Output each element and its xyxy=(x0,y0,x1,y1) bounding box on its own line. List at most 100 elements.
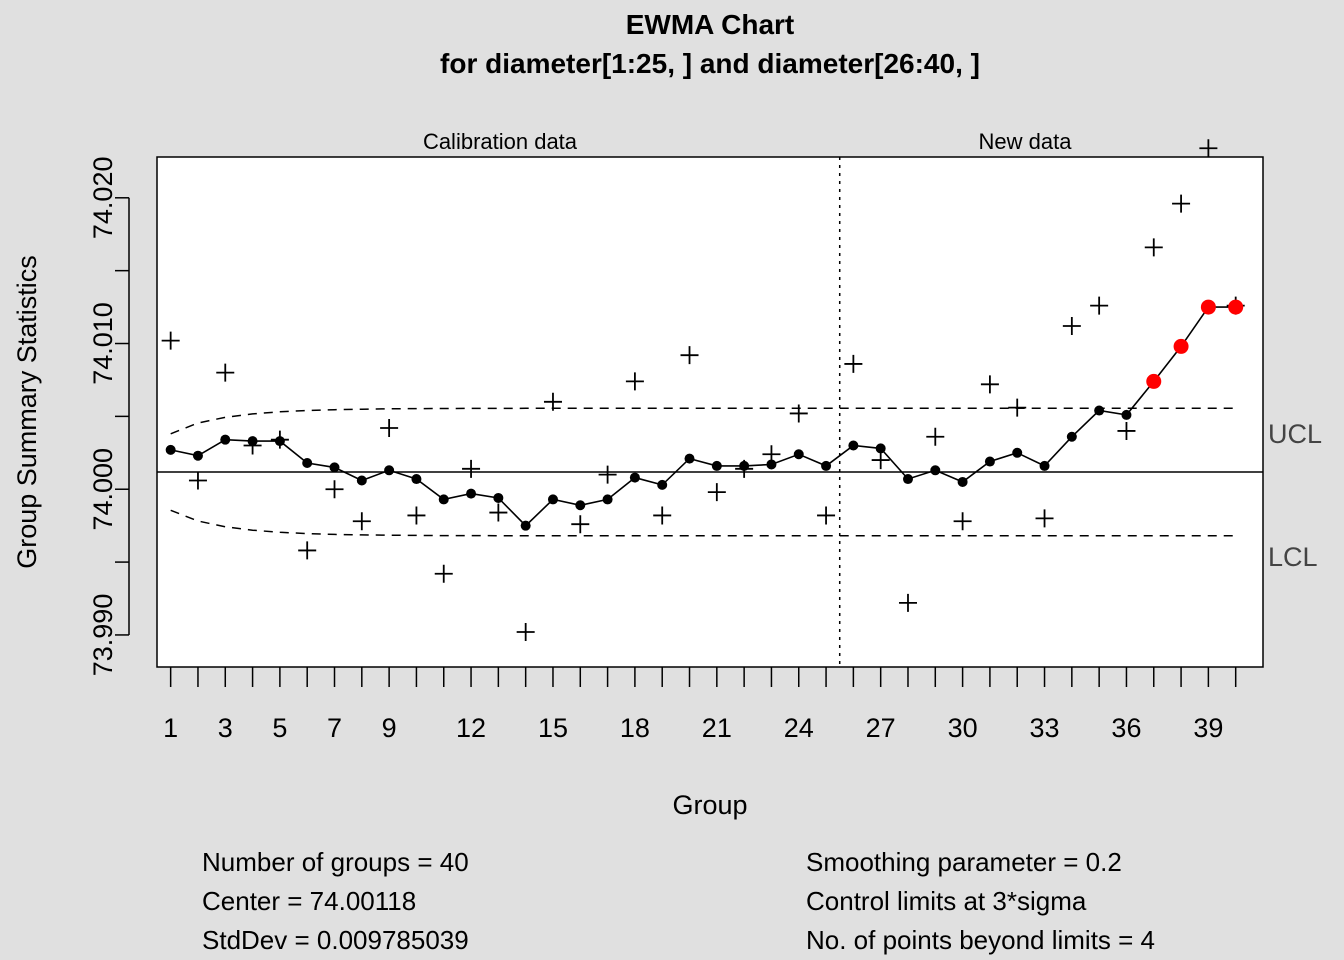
y-tick-label: 74.000 xyxy=(88,448,118,531)
group-stat-point xyxy=(325,480,344,499)
ewma-point xyxy=(274,436,285,447)
ewma-point xyxy=(766,459,777,470)
group-stat-point xyxy=(653,506,672,525)
ewma-line xyxy=(170,306,1236,527)
ewma-point xyxy=(384,465,395,476)
ewma-point xyxy=(1121,409,1132,420)
x-tick-label: 36 xyxy=(1111,713,1141,743)
group-stat-point xyxy=(789,404,808,423)
x-tick-label: 5 xyxy=(272,713,287,743)
ewma-point xyxy=(1066,431,1077,442)
group-stat-point xyxy=(817,506,836,525)
new-data-label: New data xyxy=(979,129,1073,154)
ewma-point xyxy=(575,500,586,511)
ewma-point xyxy=(711,460,722,471)
lcl-label: LCL xyxy=(1268,542,1318,572)
x-tick-label: 24 xyxy=(784,713,814,743)
ucl-label: UCL xyxy=(1268,419,1322,449)
group-stat-point xyxy=(898,593,917,612)
ewma-point xyxy=(602,494,613,505)
ewma-point xyxy=(1039,460,1050,471)
x-axis: 1 3 5 7 9 12 15 18 21 24 27 30 33 36 39 xyxy=(163,667,1237,743)
ewma-violation-point xyxy=(1173,338,1189,354)
ewma-point xyxy=(875,443,886,454)
ewma-point xyxy=(192,450,203,461)
y-tick-label: 74.010 xyxy=(88,302,118,385)
stats-groups: Number of groups = 40 xyxy=(202,847,469,877)
x-axis-title: Group xyxy=(672,790,747,820)
ewma-point xyxy=(356,475,367,486)
group-stat-point xyxy=(298,541,317,560)
group-stat-point xyxy=(543,392,562,411)
group-stat-point xyxy=(680,346,699,365)
group-stat-point xyxy=(462,459,481,478)
group-stat-point xyxy=(1035,509,1054,528)
y-tick-label: 74.020 xyxy=(88,157,118,240)
group-stat-point xyxy=(407,506,426,525)
group-stat-point xyxy=(598,465,617,484)
ewma-point xyxy=(1012,447,1023,458)
ewma-point xyxy=(520,520,531,531)
x-tick-label: 27 xyxy=(866,713,896,743)
x-tick-label: 7 xyxy=(327,713,342,743)
group-stat-point xyxy=(516,623,535,642)
stats-stddev: StdDev = 0.009785039 xyxy=(202,925,469,955)
ewma-point xyxy=(302,458,313,468)
ewma-point xyxy=(165,444,176,455)
group-stat-point xyxy=(1117,421,1136,440)
ucl-line xyxy=(170,407,1236,435)
x-tick-label: 30 xyxy=(948,713,978,743)
ewma-point xyxy=(657,479,668,490)
group-stat-point xyxy=(1144,238,1163,257)
x-tick-label: 9 xyxy=(382,713,397,743)
group-stat-point xyxy=(571,515,590,534)
ewma-point xyxy=(984,456,995,467)
plot-area xyxy=(156,156,1264,668)
ewma-point xyxy=(1094,405,1105,416)
group-stat-point xyxy=(926,427,945,446)
x-tick-label: 12 xyxy=(456,713,486,743)
lcl-line xyxy=(170,509,1236,537)
group-stat-point xyxy=(625,372,644,391)
ewma-violation-point xyxy=(1228,299,1244,315)
data-points xyxy=(161,139,1245,642)
ewma-point xyxy=(957,476,968,487)
y-axis: 73.990 74.000 74.010 74.020 xyxy=(88,157,130,677)
x-tick-label: 21 xyxy=(702,713,732,743)
group-stat-point xyxy=(380,419,399,438)
group-stat-point xyxy=(707,483,726,502)
group-stat-point xyxy=(953,512,972,531)
ewma-point xyxy=(848,440,859,451)
group-stat-point xyxy=(1062,317,1081,336)
ewma-point xyxy=(247,436,258,447)
ewma-violation-point xyxy=(1146,373,1162,389)
ewma-point xyxy=(821,460,832,471)
group-stat-point xyxy=(1199,139,1218,158)
ewma-point xyxy=(930,465,941,476)
group-stat-point xyxy=(1090,296,1109,315)
control-limits xyxy=(157,157,1263,667)
group-stat-point xyxy=(980,375,999,394)
x-tick-label: 15 xyxy=(538,713,568,743)
group-stat-point xyxy=(161,331,180,350)
chart-subtitle: for diameter[1:25, ] and diameter[26:40,… xyxy=(440,48,980,79)
group-stat-point xyxy=(216,363,235,382)
y-tick-label: 73.990 xyxy=(88,594,118,677)
group-stat-point xyxy=(352,512,371,531)
group-stat-point xyxy=(489,503,508,522)
ewma-point xyxy=(220,434,231,445)
group-stat-point xyxy=(1008,398,1027,417)
stats-center: Center = 74.00118 xyxy=(202,886,416,916)
x-tick-label: 33 xyxy=(1030,713,1060,743)
group-stat-point xyxy=(871,451,890,470)
ewma-point xyxy=(739,460,750,471)
group-stat-point xyxy=(188,471,207,490)
ewma-point xyxy=(466,488,477,499)
ewma-violation-point xyxy=(1200,299,1216,315)
ewma-point xyxy=(684,453,695,464)
chart-title: EWMA Chart xyxy=(626,9,795,40)
ewma-point xyxy=(329,462,340,473)
ewma-point xyxy=(438,494,449,505)
ewma-point xyxy=(411,474,422,485)
